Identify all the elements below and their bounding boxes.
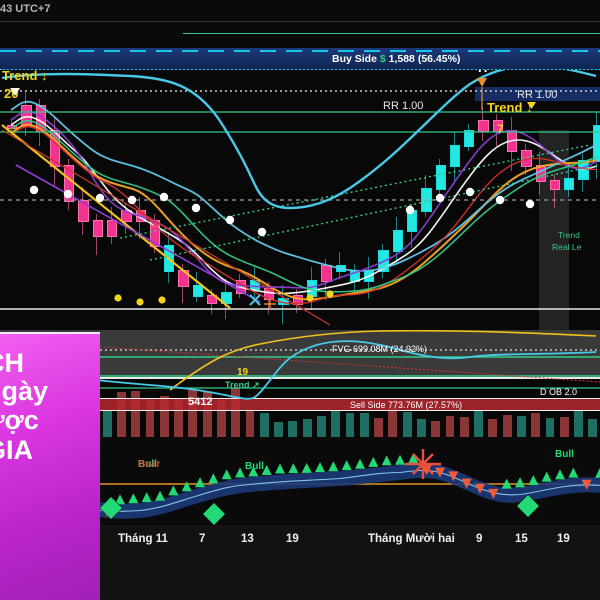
svg-text:Trend ↓: Trend ↓ [487,100,533,115]
svg-text:Bull: Bull [555,449,574,460]
svg-text:Trend ↓: Trend ↓ [2,70,48,83]
svg-text:Bear: Bear [138,459,160,470]
svg-text:Trend: Trend [558,230,580,240]
svg-text:19: 19 [237,367,249,378]
svg-text:5412: 5412 [188,396,212,408]
svg-text:7: 7 [497,122,504,136]
svg-text:Trend ↗: Trend ↗ [225,380,260,390]
svg-text:Bull: Bull [245,461,264,472]
svg-text:Real Le: Real Le [552,242,582,252]
svg-text:Sell Side 773.76M (27.57%): Sell Side 773.76M (27.57%) [350,400,462,410]
svg-text:RR 1.00: RR 1.00 [383,100,423,112]
svg-text:FVG 699.08M (24.92%): FVG 699.08M (24.92%) [332,344,427,354]
svg-text:H: H [478,70,487,75]
svg-text:D OB 2.0: D OB 2.0 [540,387,577,397]
